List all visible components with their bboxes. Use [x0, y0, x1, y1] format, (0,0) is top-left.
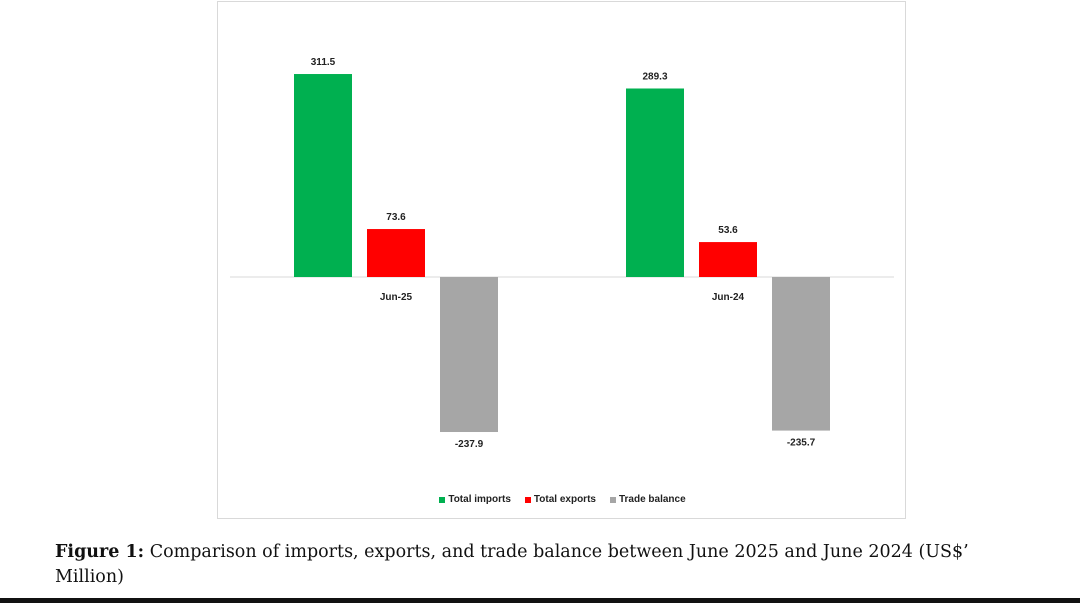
bar-chart: 311.5 73.6 -237.9 Jun-25 289.3 53.6 -235.7 Jun-… [230, 57, 894, 450]
legend-label-imports: Total imports [448, 494, 511, 505]
data-label-total-exports-jun-25: 73.6 [386, 212, 406, 223]
data-label-total-imports-jun-25: 311.5 [311, 57, 336, 68]
chart-area: 311.5 73.6 -237.9 Jun-25 289.3 53.6 -235.7 Jun-… [217, 1, 906, 519]
data-label-total-imports-jun-24: 289.3 [642, 71, 667, 82]
legend-label-trade-balance: Trade balance [618, 494, 686, 505]
bar-total-imports-jun-25 [294, 74, 352, 277]
bar-total-exports-jun-24 [699, 242, 757, 277]
caption-label: Figure 1: [55, 542, 145, 562]
legend-item-exports: Total exports [524, 494, 596, 505]
legend-swatch-exports [524, 496, 531, 503]
legend-label-exports: Total exports [533, 494, 596, 505]
bar-trade-balance-jun-25 [440, 277, 498, 433]
legend-swatch-imports [439, 496, 446, 503]
legend-item-trade-balance: Trade balance [609, 494, 686, 505]
bar-total-exports-jun-25 [367, 229, 425, 277]
caption-text-line1: Comparison of imports, exports, and trad… [149, 542, 969, 562]
category-label-jun-24: Jun-24 [712, 292, 745, 303]
data-label-trade-balance-jun-25: -237.9 [455, 439, 484, 450]
bar-total-imports-jun-24 [626, 88, 684, 277]
category-label-jun-25: Jun-25 [380, 292, 413, 303]
legend: Total imports Total exports Trade balanc… [218, 494, 907, 505]
bottom-border-bar [0, 598, 1080, 603]
bar-trade-balance-jun-24 [772, 277, 830, 431]
data-label-trade-balance-jun-24: -235.7 [787, 438, 816, 449]
legend-swatch-trade-balance [609, 496, 616, 503]
caption-text-line2: Million) [55, 567, 124, 587]
data-label-total-exports-jun-24: 53.6 [718, 225, 738, 236]
legend-item-imports: Total imports [439, 494, 511, 505]
figure-caption: Figure 1: Comparison of imports, exports… [55, 540, 1080, 590]
